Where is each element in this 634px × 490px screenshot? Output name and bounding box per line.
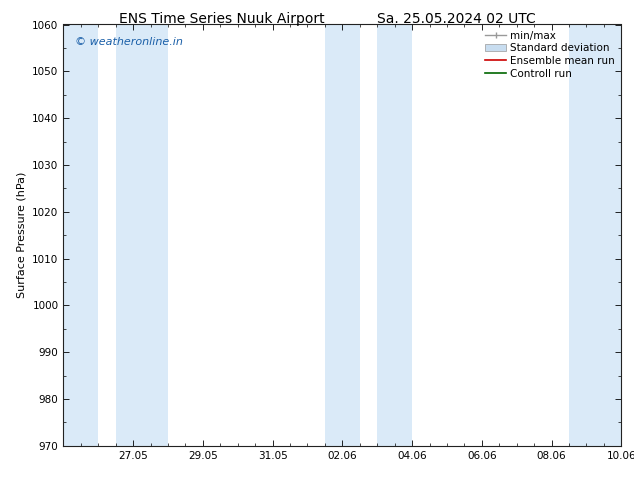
Bar [569, 24, 621, 446]
Legend: min/max, Standard deviation, Ensemble mean run, Controll run: min/max, Standard deviation, Ensemble me… [482, 27, 618, 82]
Text: Sa. 25.05.2024 02 UTC: Sa. 25.05.2024 02 UTC [377, 12, 536, 26]
Text: ENS Time Series Nuuk Airport: ENS Time Series Nuuk Airport [119, 12, 325, 26]
Y-axis label: Surface Pressure (hPa): Surface Pressure (hPa) [16, 172, 27, 298]
Bar [115, 24, 168, 446]
Bar [63, 24, 98, 446]
Bar [325, 24, 359, 446]
Bar [377, 24, 412, 446]
Text: © weatheronline.in: © weatheronline.in [75, 37, 183, 47]
